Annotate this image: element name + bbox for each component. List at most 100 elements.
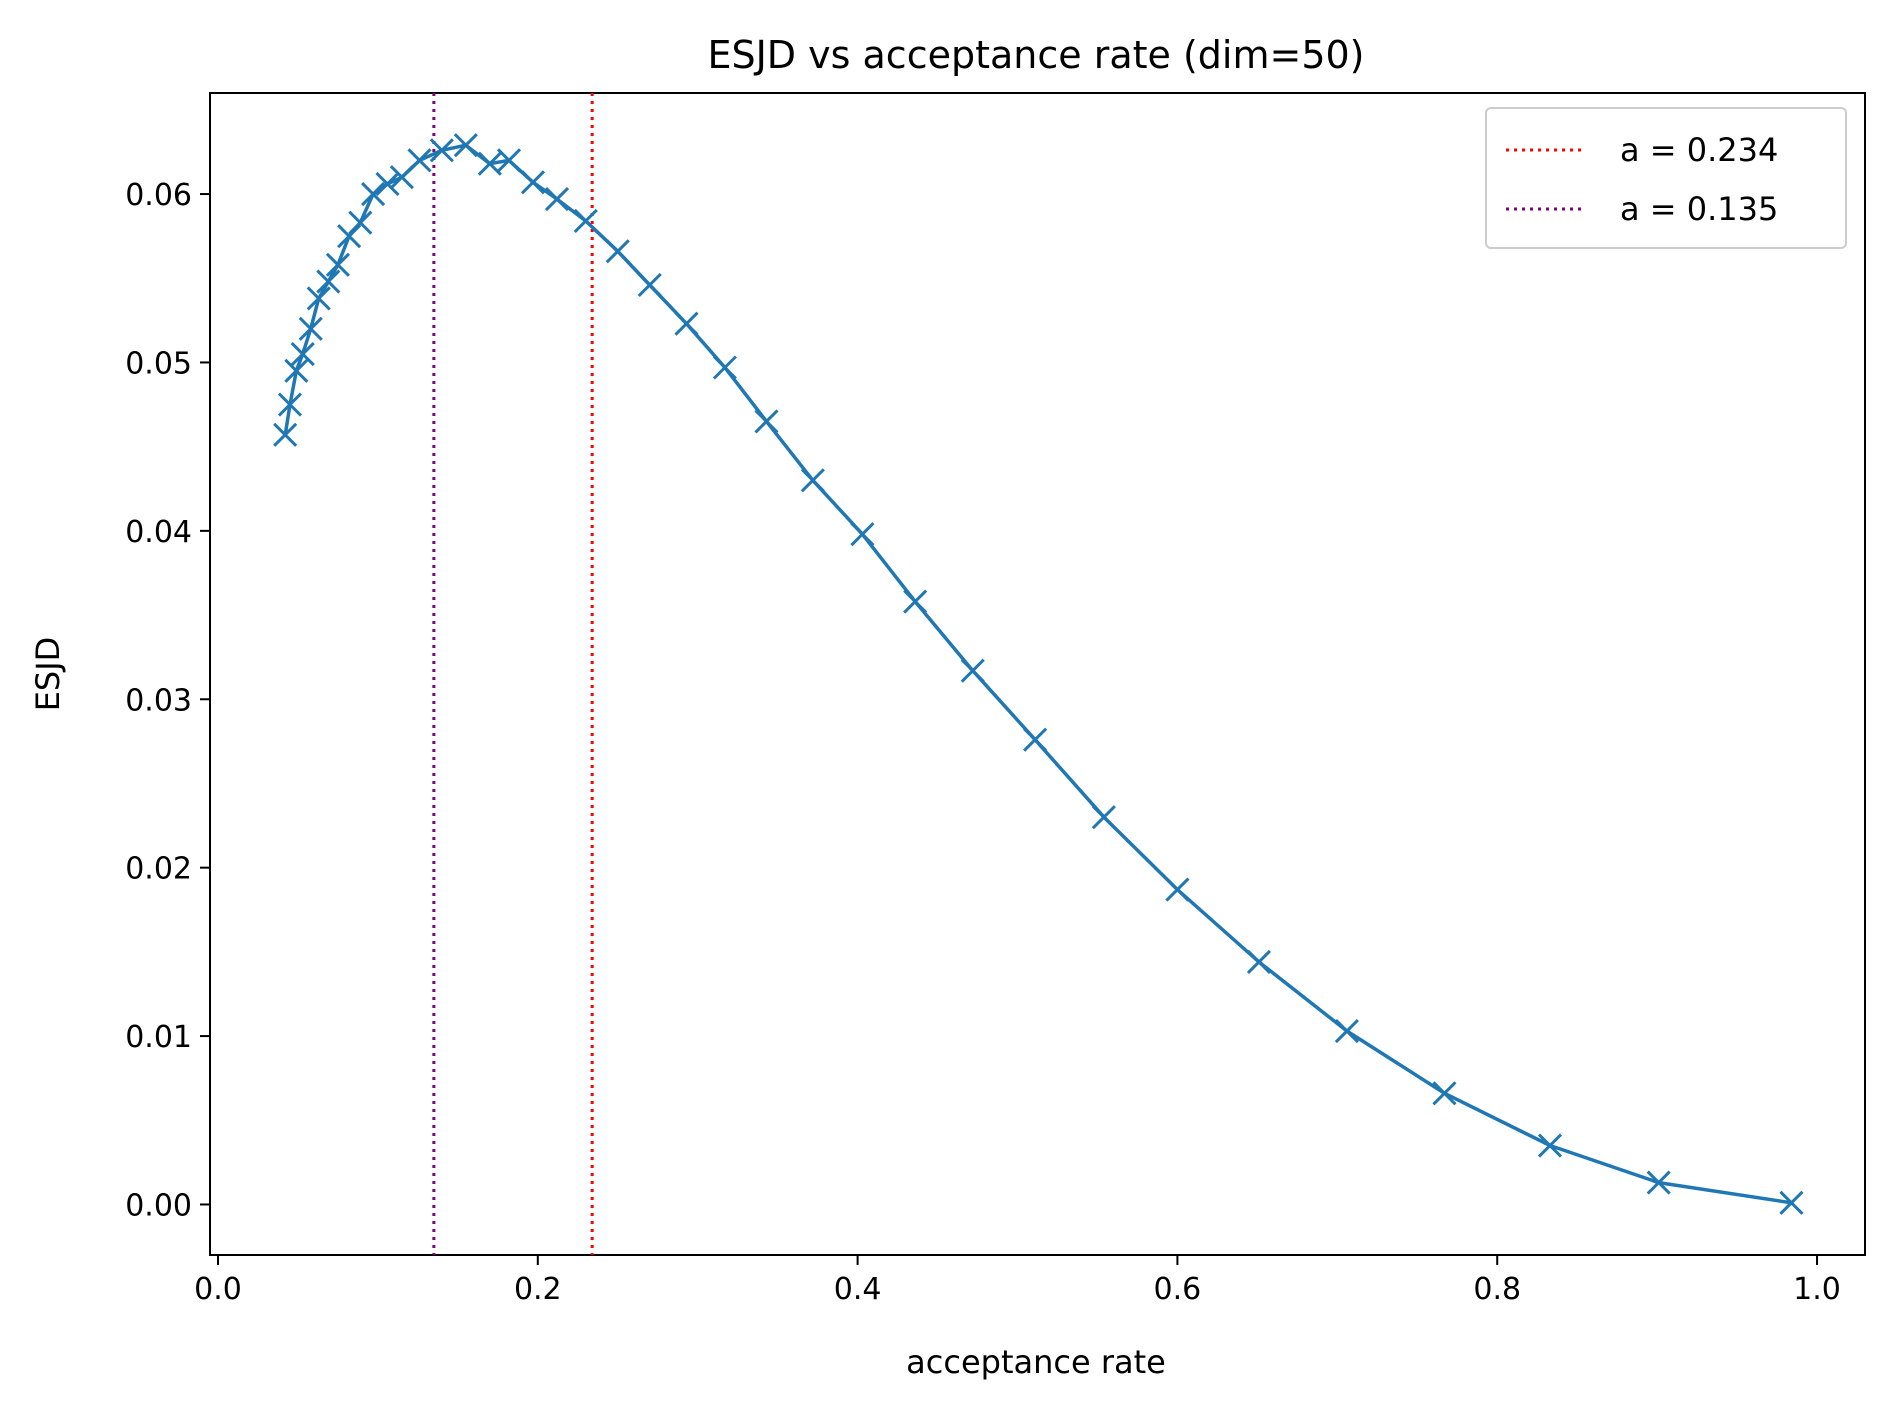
marker-stroke	[520, 170, 546, 195]
data-point-marker	[337, 224, 362, 249]
marker-stroke	[573, 208, 598, 234]
data-point-marker	[375, 171, 400, 196]
marker-stroke	[290, 341, 315, 367]
marker-stroke	[1246, 949, 1272, 975]
data-point-marker	[290, 341, 315, 367]
plot-area	[209, 92, 1866, 1256]
data-point-marker	[1537, 1133, 1563, 1158]
data-point-marker	[348, 210, 373, 235]
marker-stroke	[361, 181, 386, 207]
marker-stroke	[1537, 1133, 1563, 1158]
data-point-marker	[429, 138, 454, 163]
marker-stroke	[712, 355, 737, 380]
marker-stroke	[496, 148, 522, 173]
x-tick-label: 1.0	[1793, 1272, 1841, 1307]
marker-stroke	[277, 392, 303, 417]
data-point-marker	[520, 170, 546, 195]
marker-stroke	[1023, 727, 1048, 752]
data-point-marker	[674, 311, 699, 336]
data-point-marker	[306, 286, 331, 311]
marker-stroke	[637, 272, 662, 298]
marker-stroke	[375, 171, 400, 196]
marker-stroke	[1646, 1170, 1671, 1195]
data-point-marker	[1246, 949, 1272, 975]
marker-stroke	[306, 286, 331, 311]
marker-stroke	[1334, 1018, 1359, 1044]
marker-stroke	[273, 422, 298, 447]
y-tick-label: 0.05	[125, 346, 192, 381]
data-point-marker	[1334, 1018, 1359, 1044]
data-point-marker	[1023, 727, 1048, 752]
data-point-marker	[960, 658, 985, 683]
data-point-marker	[1091, 805, 1116, 830]
x-axis-label: acceptance rate	[906, 1343, 1166, 1381]
marker-stroke	[429, 138, 454, 163]
data-point-marker	[1165, 877, 1190, 902]
x-tick-label: 0.0	[194, 1272, 242, 1307]
y-tick-label: 0.04	[125, 515, 192, 550]
marker-stroke	[850, 522, 875, 547]
x-tick-label: 0.4	[834, 1272, 882, 1307]
data-point-marker	[712, 355, 737, 380]
reference-lines	[432, 93, 594, 1255]
data-point-marker	[361, 181, 386, 207]
marker-stroke	[1432, 1081, 1457, 1106]
x-tick-label: 0.8	[1473, 1272, 1521, 1307]
marker-stroke	[337, 224, 362, 249]
marker-stroke	[674, 311, 699, 336]
chart-title: ESJD vs acceptance rate (dim=50)	[707, 33, 1364, 77]
data-point-marker	[273, 422, 298, 447]
data-point-marker	[1432, 1081, 1457, 1106]
marker-stroke	[1165, 877, 1190, 902]
marker-stroke	[477, 151, 502, 176]
data-point-marker	[316, 269, 341, 294]
marker-stroke	[316, 269, 341, 294]
marker-stroke	[903, 589, 928, 614]
y-tick-label: 0.06	[125, 178, 192, 213]
marker-stroke	[325, 252, 350, 277]
data-point-marker	[903, 589, 928, 614]
marker-stroke	[407, 148, 432, 173]
data-point-marker	[298, 316, 323, 341]
marker-stroke	[800, 468, 825, 493]
marker-stroke	[544, 187, 570, 212]
data-point-marker	[637, 272, 662, 298]
data-point-marker	[754, 409, 779, 434]
y-axis-label: ESJD	[29, 637, 67, 712]
marker-stroke	[754, 409, 779, 434]
data-point-marker	[407, 148, 432, 173]
marker-stroke	[348, 210, 373, 235]
y-axis: 0.00 0.01 0.02 0.03 0.04 0.05 0.06	[125, 178, 210, 1223]
marker-stroke	[1091, 805, 1116, 830]
data-point-marker	[1779, 1190, 1804, 1215]
data-point-marker	[800, 468, 825, 493]
data-point-marker	[453, 133, 478, 158]
marker-stroke	[960, 658, 985, 683]
data-point-marker	[325, 252, 350, 277]
series-layer	[273, 133, 1804, 1215]
data-point-marker	[284, 358, 309, 383]
plot-frame	[209, 92, 1866, 1256]
marker-stroke	[605, 239, 630, 264]
y-tick-label: 0.02	[125, 852, 192, 887]
x-tick-label: 0.2	[514, 1272, 562, 1307]
data-point-marker	[496, 148, 522, 173]
legend-box	[1485, 107, 1847, 249]
y-tick-label: 0.01	[125, 1020, 192, 1055]
legend-label-purple: a = 0.135	[1620, 190, 1778, 228]
marker-stroke	[284, 358, 309, 383]
marker-stroke	[298, 316, 323, 341]
x-tick-label: 0.6	[1154, 1272, 1202, 1307]
y-tick-label: 0.03	[125, 683, 192, 718]
y-tick-label: 0.00	[125, 1188, 192, 1223]
marker-stroke	[453, 133, 478, 158]
data-point-marker	[1646, 1170, 1671, 1195]
legend: a = 0.234 a = 0.135	[1485, 107, 1847, 249]
marker-stroke	[1779, 1190, 1804, 1215]
data-point-marker	[573, 208, 598, 234]
legend-label-red: a = 0.234	[1620, 131, 1778, 169]
data-point-marker	[605, 239, 630, 264]
data-point-marker	[477, 151, 502, 176]
x-axis: 0.0 0.2 0.4 0.6 0.8 1.0	[194, 1255, 1841, 1307]
